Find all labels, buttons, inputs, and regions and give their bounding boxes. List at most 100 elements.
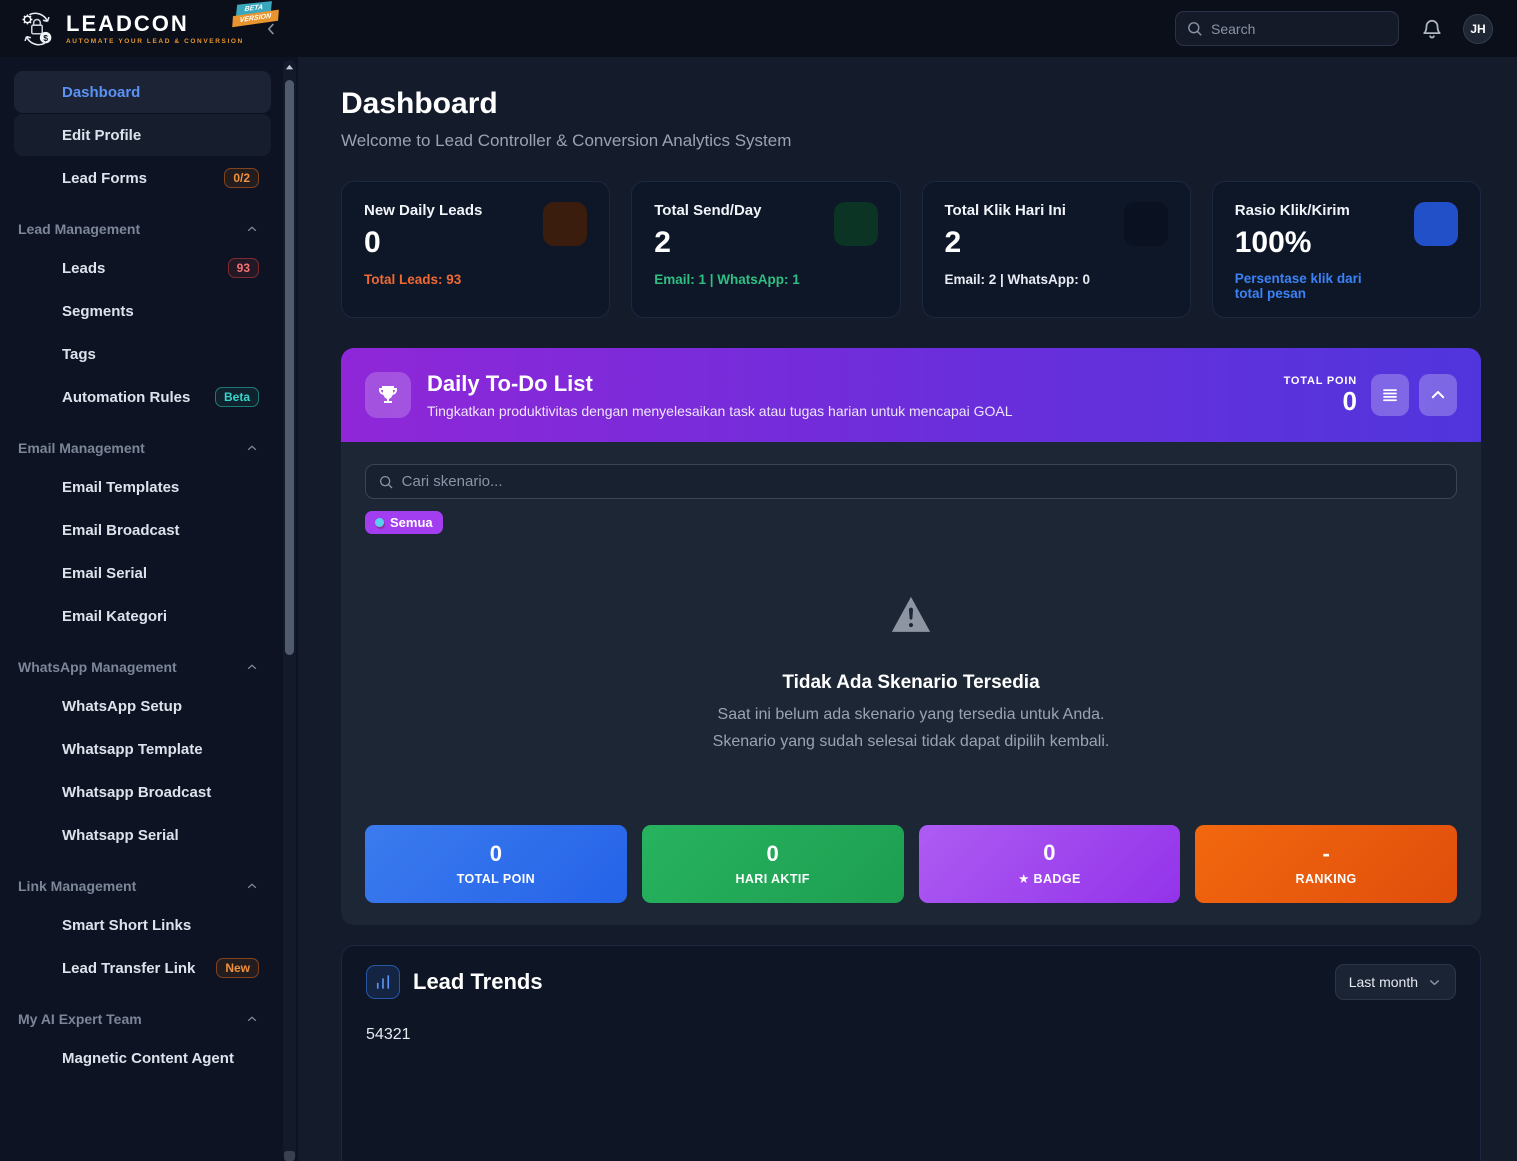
sidebar-item-leads[interactable]: Leads 93 [14,247,271,289]
user-avatar[interactable]: JH [1463,13,1493,44]
sidebar-item-label: Whatsapp Template [62,740,203,758]
tag-icon [26,605,48,627]
sidebar-item-email-broadcast[interactable]: Email Broadcast [14,509,271,551]
search-input[interactable] [1211,20,1388,37]
chevron-up-icon [245,441,259,455]
gamification-button-hari-aktif[interactable]: 0 HARI AKTIF [641,825,904,904]
section-header-lead-management[interactable]: Lead Management [14,221,271,247]
global-search[interactable] [1175,11,1399,46]
clock-icon [26,562,48,584]
sidebar-item-label: Tags [62,345,96,363]
home-icon [26,81,48,103]
stat-subtext: Total Leads: 93 [364,271,483,287]
empty-state-title: Tidak Ada Skenario Tersedia [782,672,1040,693]
sidebar-scrollbar[interactable] [283,60,296,1161]
notifications-bell-icon[interactable] [1421,18,1443,40]
svg-text:5: 5 [366,1026,375,1044]
sidebar-item-magnetic-content-agent[interactable]: Magnetic Content Agent [14,1037,271,1079]
sidebar-item-lead-forms[interactable]: Lead Forms 0/2 [14,157,271,199]
section-header-whatsapp-management[interactable]: WhatsApp Management [14,659,271,685]
send-icon [26,519,48,541]
sidebar-item-label: Smart Short Links [62,916,192,934]
cursor-click-icon [1123,202,1168,246]
sidebar-item-email-templates[interactable]: Email Templates [14,466,271,508]
section-title: Email Management [18,440,145,456]
filter-chip-semua[interactable]: Semua [365,511,443,534]
tag-icon [26,343,48,365]
sidebar-item-lead-transfer-link[interactable]: Lead Transfer Link New [14,947,271,989]
bars-icon [1414,202,1458,246]
clock-icon [26,824,48,846]
badge-lead-forms: 0/2 [224,168,259,188]
date-range-select[interactable]: Last month [1334,964,1456,1001]
qr-icon [26,695,48,717]
send-icon [833,202,878,246]
scrollbar-down[interactable] [284,1151,295,1161]
todo-subtitle: Tingkatkan produktivitas dengan menyeles… [427,403,1013,419]
chevron-up-icon [245,1012,259,1026]
sidebar-item-label: Edit Profile [62,126,142,144]
main-content: Dashboard Welcome to Lead Controller & C… [298,57,1517,1161]
sidebar-item-dashboard[interactable]: Dashboard [14,71,271,113]
logo-row: $ LEADCON AUTOMATE YOUR LEAD & CONVERSIO… [0,0,298,57]
section-header-link-management[interactable]: Link Management [14,878,271,904]
stat-label: Rasio Klik/Kirim [1234,202,1350,219]
empty-state: Tidak Ada Skenario Tersedia Saat ini bel… [365,534,1457,783]
svg-text:3: 3 [383,1026,393,1044]
chat-icon [26,738,48,760]
scrollbar-thumb[interactable] [285,80,294,655]
gamification-button-total-poin[interactable]: 0 TOTAL POIN [365,825,627,904]
sidebar-item-edit-profile[interactable]: Edit Profile [14,114,271,156]
lead-trends-section: Lead Trends Last month 54321 [341,945,1481,1161]
sidebar-item-smart-short-links[interactable]: Smart Short Links [14,904,271,946]
link-icon [26,167,48,189]
section-title: My AI Expert Team [18,1011,142,1027]
cursor-click-icon [1096,271,1112,287]
svg-text:$: $ [43,32,48,42]
sidebar-item-whatsapp-template[interactable]: Whatsapp Template [14,728,271,770]
sidebar-item-whatsapp-serial[interactable]: Whatsapp Serial [14,814,271,856]
warning-triangle-icon [891,596,931,632]
nav-section-link-management: Link Management Smart Short Links Lead Tra… [14,878,271,989]
stat-value: 0 [364,226,381,259]
sidebar-collapse-icon[interactable] [258,16,284,42]
section-header-email-management[interactable]: Email Management [14,440,271,466]
beta-version-ribbon: BETA VERSION [231,0,279,27]
scenario-search-input[interactable] [401,473,1444,490]
search-icon [378,474,394,490]
sidebar-item-tags[interactable]: Tags [14,333,271,375]
svg-text:4: 4 [374,1026,384,1044]
sidebar: $ LEADCON AUTOMATE YOUR LEAD & CONVERSIO… [0,0,298,1161]
sidebar-item-email-kategori[interactable]: Email Kategori [14,595,271,637]
svg-text:1: 1 [401,1026,411,1044]
link-icon [26,914,48,936]
sidebar-item-automation-rules[interactable]: Automation Rules Beta [14,376,271,418]
scrollbar-up-icon[interactable] [284,62,295,76]
badge-lead-transfer-link: New [216,958,259,978]
stat-card-total-send-day: Total Send/Day 2 Email: 1 | WhatsApp: 1 [631,181,901,318]
page-title: Dashboard [341,87,498,120]
sidebar-item-whatsapp-broadcast[interactable]: Whatsapp Broadcast [14,771,271,813]
total-poin-value: 0 [1342,385,1357,416]
sidebar-item-whatsapp-setup[interactable]: WhatsApp Setup [14,685,271,727]
gamification-button-ranking[interactable]: - RANKING [1195,825,1457,904]
badge-automation-rules: Beta [214,387,259,407]
section-title: Link Management [18,878,137,894]
chevron-up-icon [245,660,259,674]
sidebar-item-email-serial[interactable]: Email Serial [14,552,271,594]
scenario-search[interactable] [365,464,1457,499]
sidebar-item-label: Whatsapp Broadcast [62,783,212,801]
todo-collapse-button[interactable] [1419,374,1457,416]
line-chart-svg: 54321 [366,1026,1456,1044]
chevron-down-icon [1427,975,1442,990]
trophy-icon [365,372,411,418]
section-title: Lead Management [18,221,141,237]
sidebar-item-segments[interactable]: Segments [14,290,271,332]
gamification-stats-row: 0 TOTAL POIN 0 HARI AKTIF 0 ★ BADGE - RANKING [365,825,1457,904]
section-header-my-ai-expert-team[interactable]: My AI Expert Team [14,1011,271,1037]
list-icon [1381,386,1399,404]
gamification-button-badge[interactable]: 0 ★ BADGE [918,825,1181,904]
trends-title: Lead Trends [413,969,543,995]
todo-list-view-button[interactable] [1371,374,1409,416]
mail-icon [26,476,48,498]
